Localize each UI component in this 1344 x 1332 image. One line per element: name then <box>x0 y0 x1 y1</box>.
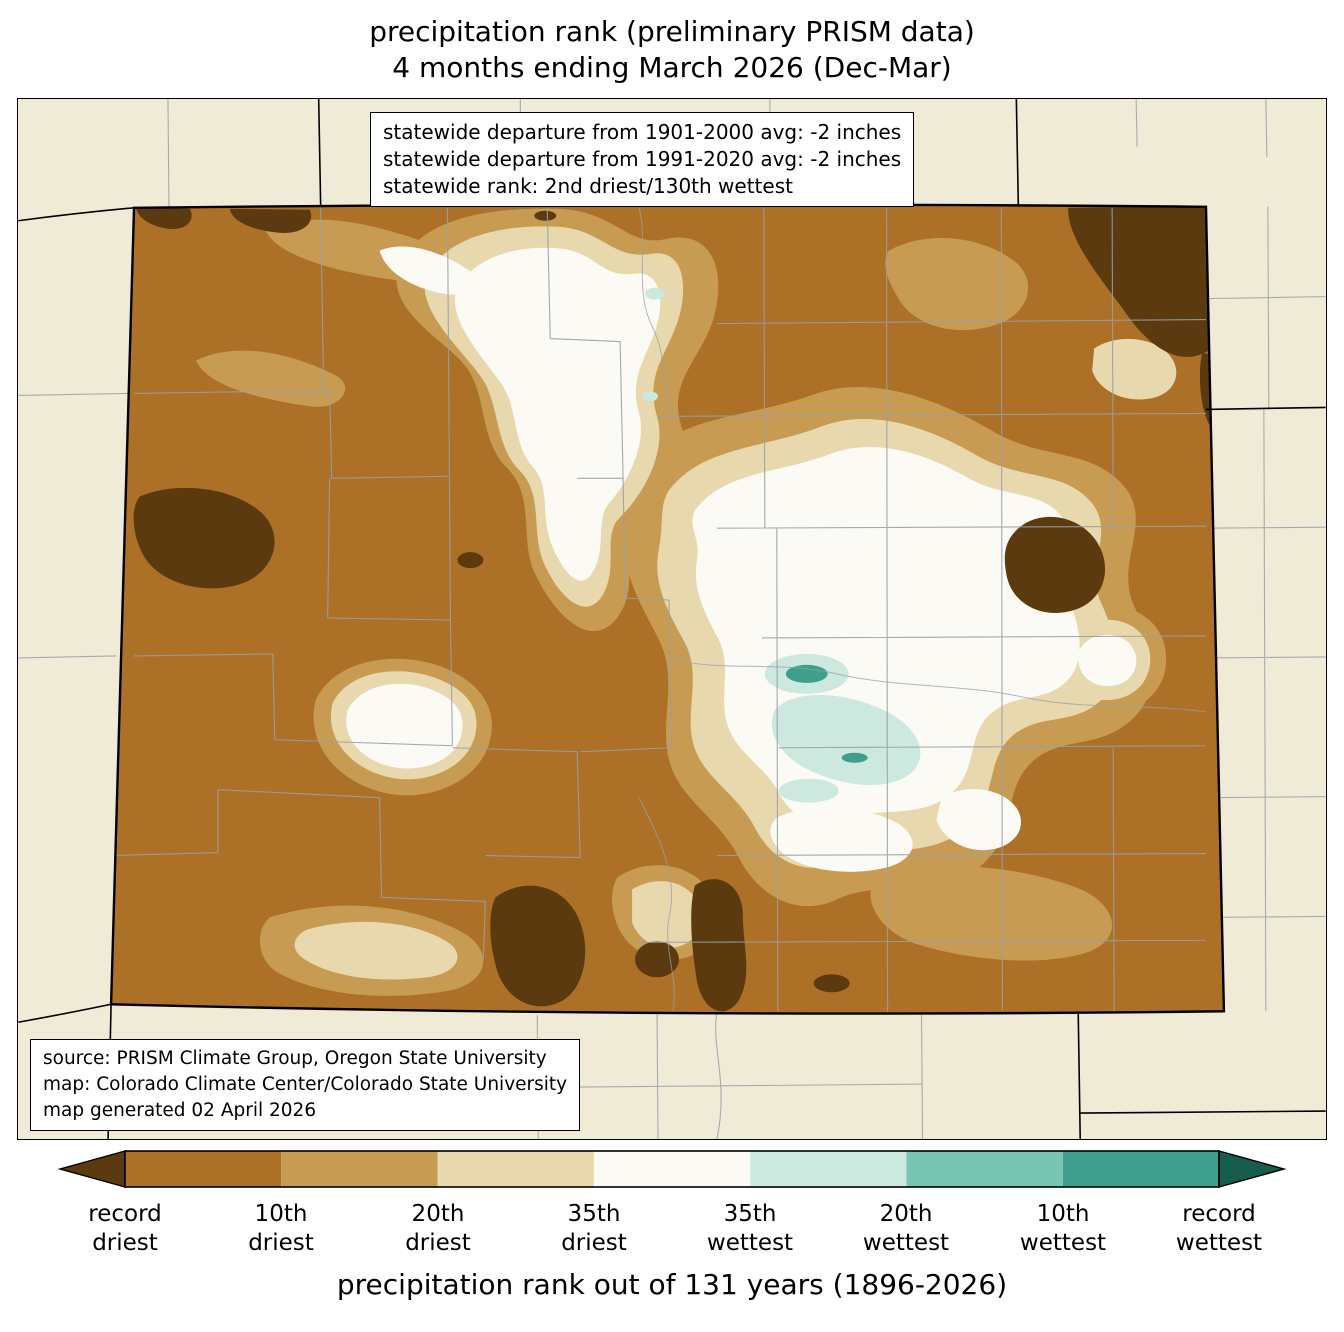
colorbar-scale <box>57 1150 1287 1188</box>
colorbar-arrow-record-driest <box>57 1150 126 1188</box>
region-blob <box>642 391 659 402</box>
colorbar-segment <box>125 1151 282 1187</box>
region-blob <box>457 552 484 569</box>
colorbar-caption: precipitation rank out of 131 years (189… <box>336 1268 1008 1301</box>
figure-title: precipitation rank (preliminary PRISM da… <box>0 14 1344 86</box>
region-blob <box>294 921 458 980</box>
colorado-precipitation-map <box>18 99 1326 1139</box>
colorbar-label-record-wettest: record wettest <box>1175 1201 1263 1256</box>
region-blob <box>785 664 828 683</box>
region-blob <box>841 752 868 763</box>
stats-line-1: statewide departure from 1901-2000 avg: … <box>383 120 902 144</box>
region-blob <box>229 208 312 233</box>
region-blob <box>1004 516 1106 613</box>
region-blob <box>936 788 1022 851</box>
source-line-1: source: PRISM Climate Group, Oregon Stat… <box>43 1048 547 1069</box>
title-line-1: precipitation rank (preliminary PRISM da… <box>369 15 975 48</box>
region-blob <box>632 881 702 948</box>
county-lines <box>111 207 1206 1012</box>
river-lines <box>638 207 1207 1012</box>
stats-line-3: statewide rank: 2nd driest/130th wettest <box>383 174 793 198</box>
colorbar-label-10th-wettest: 10th wettest <box>1019 1201 1107 1256</box>
colorbar-segment <box>281 1151 438 1187</box>
region-blob <box>534 210 557 221</box>
statewide-stats-box: statewide departure from 1901-2000 avg: … <box>370 112 915 207</box>
title-line-2: 4 months ending March 2026 (Dec-Mar) <box>392 51 952 84</box>
region-blob <box>195 350 346 407</box>
region-blob <box>885 237 1029 331</box>
region-blob <box>133 487 275 589</box>
stats-line-2: statewide departure from 1991-2020 avg: … <box>383 147 902 171</box>
region-blob <box>691 879 747 1012</box>
colorbar-segment <box>750 1151 907 1187</box>
colorbar-segment <box>593 1151 751 1187</box>
source-line-2: map: Colorado Climate Center/Colorado St… <box>43 1074 568 1095</box>
colorbar-label-35th-wettest: 35th wettest <box>706 1201 794 1256</box>
region-blob <box>870 866 1113 961</box>
region-blob <box>778 778 839 803</box>
colorbar-label-20th-driest: 20th driest <box>405 1201 471 1256</box>
colorbar-label-record-driest: record driest <box>88 1201 162 1256</box>
region-blob <box>490 885 586 1007</box>
colorbar-label-35th-driest: 35th driest <box>561 1201 627 1256</box>
region-blob <box>379 246 474 295</box>
colorbar-labels: record driest 10th driest 20th driest 35th d… <box>0 1200 1344 1264</box>
colorbar-segment <box>1062 1151 1219 1187</box>
colorbar-label-20th-wettest: 20th wettest <box>862 1201 950 1256</box>
region-blob <box>770 807 913 872</box>
colorbar-label-10th-driest: 10th driest <box>248 1201 314 1256</box>
source-credit-box: source: PRISM Climate Group, Oregon Stat… <box>30 1039 581 1131</box>
colorbar-segment <box>906 1151 1063 1187</box>
precipitation-fill-regions <box>111 204 1224 1014</box>
colorbar-segment <box>437 1151 594 1187</box>
colorbar-arrow-record-wettest <box>1218 1150 1287 1188</box>
region-blob <box>635 941 679 978</box>
region-blob <box>645 287 666 300</box>
source-line-3: map generated 02 April 2026 <box>43 1100 317 1121</box>
region-blob <box>346 683 463 769</box>
region-blob <box>136 207 192 230</box>
region-blob <box>771 694 921 786</box>
regions-10th-wettest <box>785 664 868 763</box>
colorbar-outline <box>124 1150 1220 1188</box>
region-blob <box>454 247 661 581</box>
colorbar <box>0 1146 1344 1192</box>
region-blob <box>1078 634 1137 687</box>
region-blob <box>813 974 850 993</box>
map-panel: statewide departure from 1901-2000 avg: … <box>17 98 1327 1140</box>
